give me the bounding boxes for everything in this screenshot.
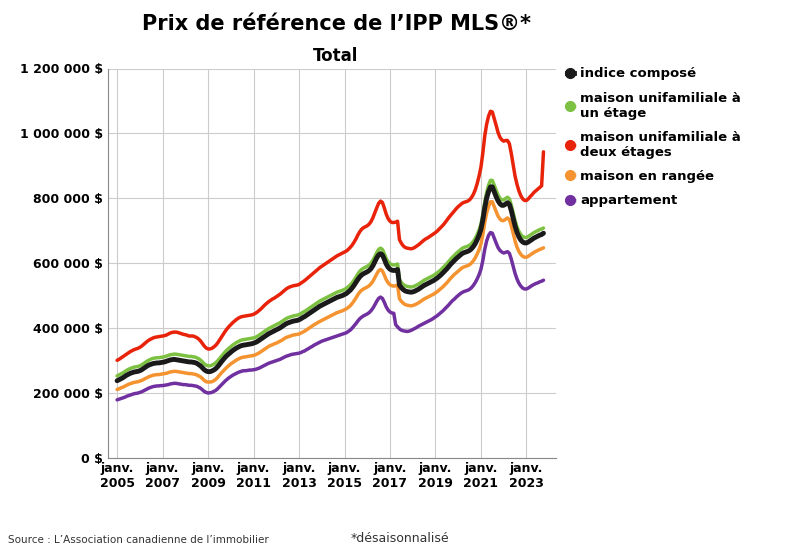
Text: Source : L’Association canadienne de l’immobilier: Source : L’Association canadienne de l’i… xyxy=(8,535,269,545)
Text: Total: Total xyxy=(314,47,358,65)
Legend: indice composé, maison unifamiliale à
un étage, maison unifamiliale à
deux étage: indice composé, maison unifamiliale à un… xyxy=(567,67,741,207)
Text: Prix de référence de l’IPP MLS®*: Prix de référence de l’IPP MLS®* xyxy=(142,14,530,33)
Text: *désaisonnalisé: *désaisonnalisé xyxy=(350,532,450,545)
